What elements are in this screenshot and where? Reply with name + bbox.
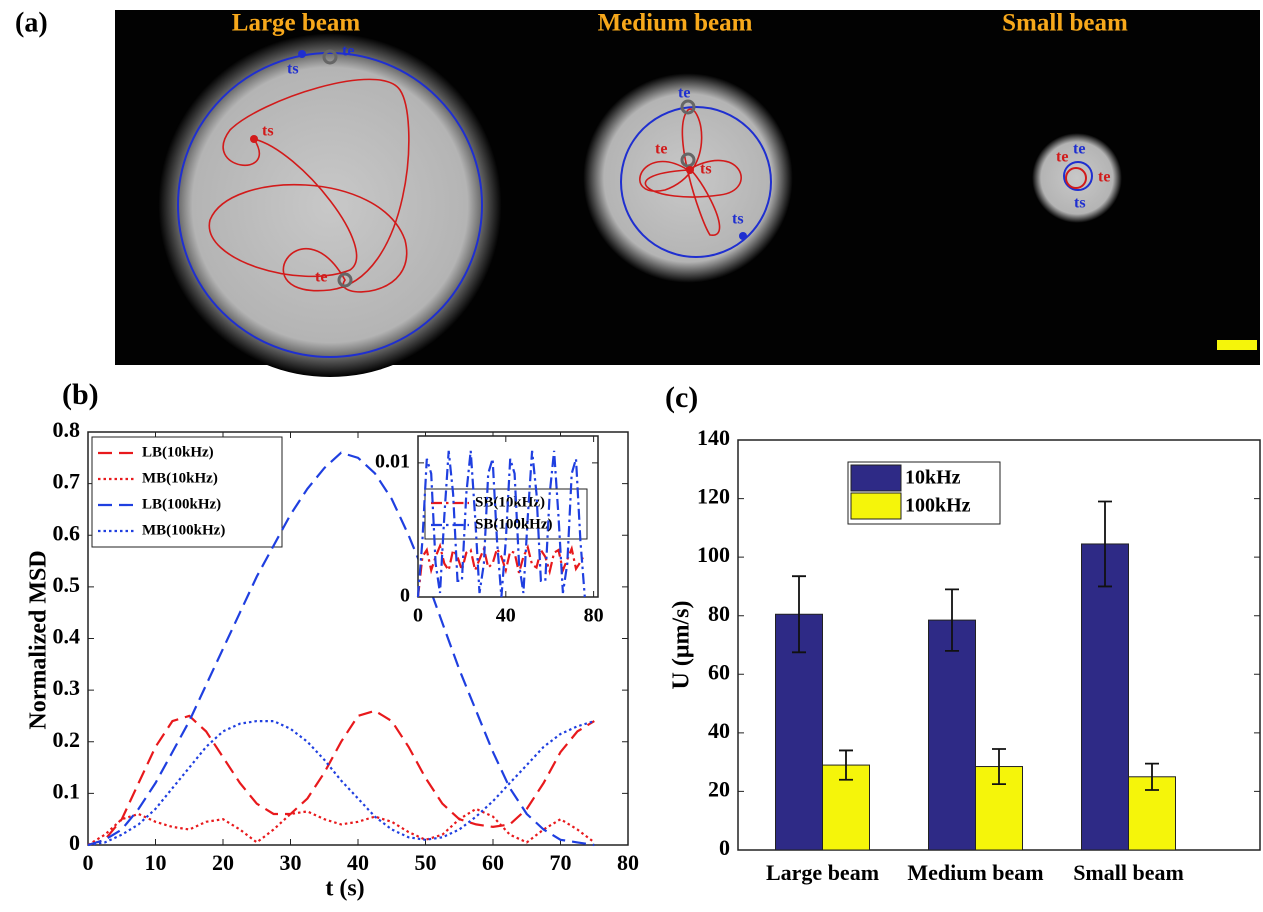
legend-label: 10kHz	[905, 467, 961, 489]
y-tick-label: 0.01	[375, 450, 410, 472]
y-tick-label: 60	[708, 659, 730, 684]
legend-label: 100kHz	[905, 495, 971, 517]
y-tick-label: 0.4	[53, 624, 81, 649]
marker: te	[1056, 149, 1068, 166]
y-tick-label: 0	[719, 835, 730, 860]
marker: te	[655, 141, 667, 158]
x-tick-label: Large beam	[766, 860, 879, 885]
y-tick-label: 0	[69, 830, 80, 855]
y-tick-label: 100	[697, 542, 730, 567]
marker: ts	[1074, 195, 1086, 212]
scale-bar	[1217, 340, 1257, 350]
y-tick-label: 0.1	[53, 778, 81, 803]
x-tick-label: 80	[617, 850, 639, 875]
x-tick-label: 80	[584, 605, 604, 627]
x-tick-label: 0	[413, 605, 423, 627]
legend-label: MB(100kHz)	[142, 522, 225, 538]
y-tick-label: 0.3	[53, 675, 81, 700]
y-tick-label: 20	[708, 776, 730, 801]
x-tick-label: 40	[496, 605, 516, 627]
bar	[1082, 544, 1129, 850]
x-tick-label: 20	[212, 850, 234, 875]
bar	[929, 620, 976, 850]
beam-medium	[583, 73, 793, 283]
page: (a) Large beam Medium beam Small beam ts…	[0, 0, 1263, 912]
x-tick-label: 70	[550, 850, 572, 875]
x-axis-label: t (s)	[325, 876, 364, 902]
dot	[686, 166, 694, 174]
beam-title: Small beam	[1002, 10, 1128, 37]
x-tick-label: 0	[83, 850, 94, 875]
marker: te	[315, 269, 327, 286]
x-tick-label: 30	[280, 850, 302, 875]
x-tick-label: Small beam	[1073, 860, 1184, 885]
x-tick-label: 40	[347, 850, 369, 875]
y-tick-label: 0.8	[53, 417, 81, 442]
y-tick-label: 0.7	[53, 469, 81, 494]
y-tick-label: 80	[708, 601, 730, 626]
panel-a: (a) Large beam Medium beam Small beam ts…	[15, 7, 1260, 377]
y-tick-label: 40	[708, 718, 730, 743]
marker: ts	[287, 61, 299, 78]
dot	[298, 50, 306, 58]
y-tick-label: 120	[697, 484, 730, 509]
y-tick-label: 0.6	[53, 520, 81, 545]
marker: te	[1098, 169, 1110, 186]
panel-label: (c)	[665, 381, 698, 414]
legend-label: SB(100kHz)	[475, 516, 553, 532]
y-tick-label: 0	[400, 585, 410, 607]
dot	[250, 135, 258, 143]
marker: te	[678, 85, 690, 102]
y-axis-label: U (μm/s)	[669, 601, 695, 690]
x-tick-label: 10	[145, 850, 167, 875]
x-tick-label: Medium beam	[907, 860, 1043, 885]
y-tick-label: 0.2	[53, 727, 81, 752]
beam-title: Large beam	[232, 10, 361, 37]
legend-label: LB(10kHz)	[142, 444, 214, 460]
legend-label: LB(100kHz)	[142, 496, 221, 512]
panel-label: (a)	[15, 7, 48, 38]
beam-title: Medium beam	[598, 10, 753, 37]
x-tick-label: 60	[482, 850, 504, 875]
legend-label: MB(10kHz)	[142, 470, 218, 486]
x-tick-label: 50	[415, 850, 437, 875]
y-axis-label: Normalized MSD	[26, 550, 52, 729]
y-tick-label: 140	[697, 425, 730, 450]
figure: (a) Large beam Medium beam Small beam ts…	[0, 0, 1263, 912]
panel-label: (b)	[62, 378, 99, 411]
dot	[739, 232, 747, 240]
legend-swatch	[851, 465, 901, 491]
marker: ts	[700, 161, 712, 178]
marker: te	[1073, 141, 1085, 158]
marker: ts	[262, 123, 274, 140]
y-tick-label: 0.5	[53, 572, 81, 597]
legend-swatch	[851, 493, 901, 519]
marker: te	[342, 43, 354, 60]
marker: ts	[732, 211, 744, 228]
